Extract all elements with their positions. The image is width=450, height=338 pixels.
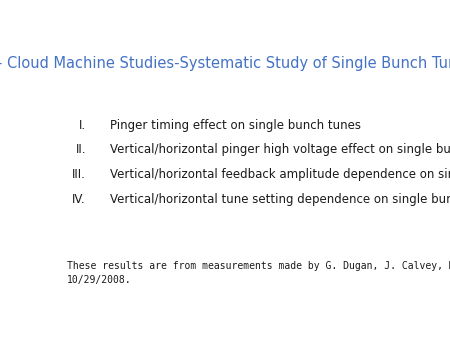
Text: I.: I. [79,119,86,131]
Text: e- Cloud Machine Studies-Systematic Study of Single Bunch Tunes: e- Cloud Machine Studies-Systematic Stud… [0,56,450,71]
Text: III.: III. [72,168,86,181]
Text: Pinger timing effect on single bunch tunes: Pinger timing effect on single bunch tun… [110,119,361,131]
Text: IV.: IV. [72,193,86,206]
Text: Vertical/horizontal feedback amplitude dependence on single bunch tunes: Vertical/horizontal feedback amplitude d… [110,168,450,181]
Text: II.: II. [76,143,86,156]
Text: Vertical/horizontal tune setting dependence on single bunch tunes: Vertical/horizontal tune setting depende… [110,193,450,206]
Text: Vertical/horizontal pinger high voltage effect on single bunch tunes: Vertical/horizontal pinger high voltage … [110,143,450,156]
Text: These results are from measurements made by G. Dugan, J. Calvey, M. Palmer, and : These results are from measurements made… [67,261,450,285]
